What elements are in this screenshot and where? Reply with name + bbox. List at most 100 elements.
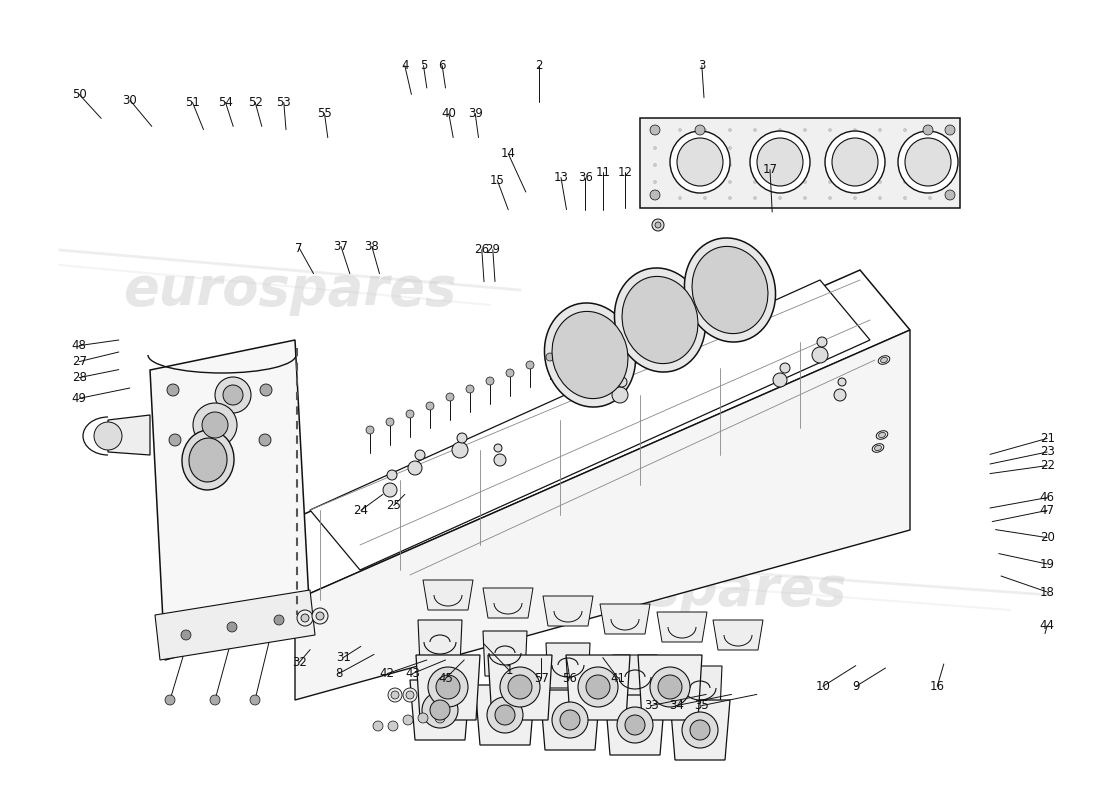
Polygon shape [613,655,657,700]
Text: 49: 49 [72,392,87,405]
Polygon shape [108,415,150,455]
Circle shape [227,622,236,632]
Polygon shape [483,631,527,676]
Text: 13: 13 [553,171,569,184]
Circle shape [828,197,832,199]
Ellipse shape [879,432,886,438]
Circle shape [654,222,661,228]
Circle shape [436,675,460,699]
Ellipse shape [832,138,878,186]
Circle shape [494,454,506,466]
Text: 40: 40 [441,107,456,120]
Circle shape [653,146,657,150]
Circle shape [803,146,806,150]
Text: 28: 28 [72,371,87,384]
Circle shape [754,129,757,131]
Circle shape [948,163,951,166]
Circle shape [879,163,881,166]
Circle shape [928,181,932,183]
Circle shape [434,713,446,723]
Circle shape [406,410,414,418]
Polygon shape [670,700,730,760]
Circle shape [828,181,832,183]
Text: 12: 12 [617,166,632,178]
Circle shape [182,630,191,640]
Circle shape [653,197,657,199]
Circle shape [214,377,251,413]
Circle shape [430,700,450,720]
Circle shape [260,384,272,396]
Circle shape [258,434,271,446]
Text: 15: 15 [490,174,505,186]
Polygon shape [155,590,315,660]
Circle shape [817,337,827,347]
Polygon shape [540,690,600,750]
Circle shape [418,713,428,723]
Circle shape [704,129,706,131]
Text: 8: 8 [336,667,342,680]
Circle shape [408,461,422,475]
Polygon shape [245,270,910,600]
Circle shape [428,667,468,707]
Circle shape [779,181,781,183]
Circle shape [210,695,220,705]
Circle shape [948,197,951,199]
Circle shape [403,688,417,702]
Circle shape [828,129,832,131]
Polygon shape [640,118,960,208]
Text: 10: 10 [815,680,830,693]
Circle shape [854,197,857,199]
Circle shape [728,163,732,166]
Circle shape [383,483,397,497]
Circle shape [506,369,514,377]
Circle shape [653,129,657,131]
Circle shape [202,412,228,438]
Text: 29: 29 [485,243,501,256]
Circle shape [812,347,828,363]
Text: 35: 35 [694,699,710,712]
Ellipse shape [182,430,234,490]
Circle shape [650,667,690,707]
Circle shape [650,125,660,135]
Text: 17: 17 [762,163,778,176]
Ellipse shape [615,268,705,372]
Circle shape [838,378,846,386]
Text: eurospares: eurospares [514,564,847,616]
Polygon shape [605,695,665,755]
Circle shape [652,219,664,231]
Circle shape [625,715,645,735]
Circle shape [192,403,236,447]
Text: 42: 42 [379,667,395,680]
Circle shape [728,197,732,199]
Text: 9: 9 [852,680,859,693]
Circle shape [679,181,682,183]
Ellipse shape [825,131,886,193]
Circle shape [406,691,414,699]
Circle shape [586,675,611,699]
Text: 25: 25 [386,499,402,512]
Circle shape [928,197,932,199]
Circle shape [948,181,951,183]
Circle shape [612,387,628,403]
Circle shape [658,675,682,699]
Ellipse shape [692,246,768,334]
Text: 2: 2 [536,59,542,72]
Text: 57: 57 [534,672,549,685]
Circle shape [495,705,515,725]
Polygon shape [410,680,470,740]
Circle shape [94,422,122,450]
Circle shape [728,181,732,183]
Circle shape [650,190,660,200]
Text: 43: 43 [405,667,420,680]
Circle shape [803,163,806,166]
Circle shape [552,702,589,738]
Text: 27: 27 [72,355,87,368]
Circle shape [704,146,706,150]
Circle shape [945,125,955,135]
Circle shape [446,393,454,401]
Polygon shape [713,620,763,650]
Circle shape [704,163,706,166]
Text: 53: 53 [276,96,292,109]
Circle shape [754,197,757,199]
Polygon shape [416,655,480,720]
